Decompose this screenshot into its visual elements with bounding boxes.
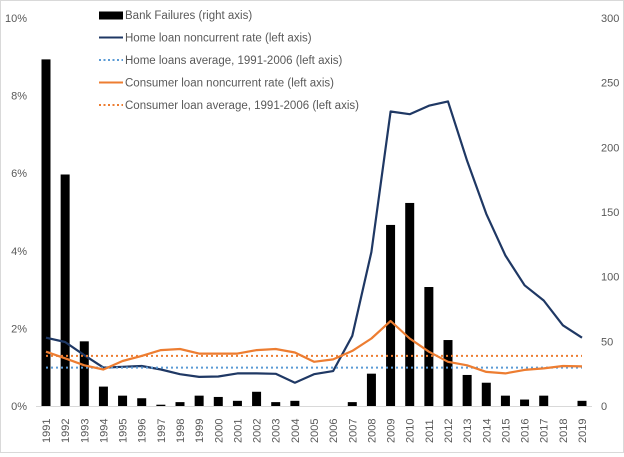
x-tick-label: 2000 [213,419,225,443]
x-tick-label: 2011 [424,419,436,443]
legend-label: Home loan noncurrent rate (left axis) [125,33,312,45]
legend-item-4: Consumer loan average, 1991-2006 (left a… [99,100,359,112]
left-tick-label: 6% [11,168,27,180]
x-tick-label: 2013 [462,419,474,443]
left-tick-label: 4% [11,246,27,258]
left-tick-label: 8% [11,91,27,103]
right-tick-label: 250 [601,78,619,90]
bar-2009 [386,224,396,406]
bar-1997 [156,404,166,406]
legend-item-3: Consumer loan noncurrent rate (left axis… [99,78,334,90]
right-tick-label: 100 [601,272,619,284]
x-tick-label: 2015 [500,419,512,443]
x-tick-label: 1994 [98,419,110,443]
right-tick-label: 50 [601,336,613,348]
bar-2019 [577,400,587,406]
x-tick-label: 1993 [79,419,91,443]
left-tick-label: 0% [11,401,27,413]
x-tick-label: 2018 [558,419,570,443]
right-tick-label: 200 [601,142,619,154]
x-tick-label: 2008 [366,419,378,443]
x-tick-label: 1996 [137,419,149,443]
x-tick-label: 1997 [156,419,168,443]
legend-item-0: Bank Failures (right axis) [99,10,252,22]
x-tick-label: 1991 [41,419,53,443]
bar-1998 [175,402,185,406]
bar-2004 [290,400,300,406]
left-tick-label: 10% [5,13,27,25]
bar-2016 [520,399,530,406]
legend-swatch-bar [99,11,123,20]
bar-1999 [194,395,204,406]
bar-2003 [271,402,281,406]
legend-label: Consumer loan average, 1991-2006 (left a… [125,100,359,112]
right-tick-label: 150 [601,207,619,219]
bar-2010 [405,202,415,406]
bar-2007 [347,402,357,406]
right-tick-label: 0 [601,401,607,413]
bar-2008 [366,373,376,406]
bar-2017 [539,395,549,406]
x-tick-label: 2006 [328,419,340,443]
bar-2013 [462,374,472,406]
legend-item-2: Home loans average, 1991-2006 (left axis… [99,55,343,67]
x-tick-label: 2017 [539,419,551,443]
bar-2001 [232,400,242,406]
bar-1996 [137,398,147,406]
bar-1992 [60,174,70,406]
x-tick-label: 2012 [443,419,455,443]
bar-2011 [424,287,434,406]
series-line-3 [45,319,583,375]
legend-label: Consumer loan noncurrent rate (left axis… [125,78,334,90]
x-tick-label: 2010 [405,419,417,443]
bar-2002 [252,391,262,406]
lines-layer [45,100,583,384]
x-tick-label: 2009 [386,419,398,443]
x-tick-label: 2019 [577,419,589,443]
legend-label: Bank Failures (right axis) [125,10,252,22]
bar-1994 [98,386,108,406]
x-tick-label: 2005 [309,419,321,443]
legend: Bank Failures (right axis) Home loan nonc… [99,10,359,112]
x-tick-label: 2001 [232,419,244,443]
x-tick-label: 2002 [252,419,264,443]
bar-2014 [481,382,491,406]
x-tick-label: 1999 [194,419,206,443]
bar-1991 [41,59,51,407]
series-line-1 [45,100,583,384]
bar-1995 [118,395,128,406]
bar-2000 [213,396,223,406]
bar-1993 [79,341,89,406]
x-tick-label: 2003 [271,419,283,443]
x-tick-label: 2007 [347,419,359,443]
left-tick-label: 2% [11,323,27,335]
bar-2012 [443,340,453,406]
x-tick-label: 2014 [481,419,493,443]
x-tick-label: 2016 [520,419,532,443]
x-tick-label: 2004 [290,419,302,443]
x-tick-label: 1995 [118,419,130,443]
bar-2015 [500,395,510,406]
right-tick-label: 300 [601,13,619,25]
legend-item-1: Home loan noncurrent rate (left axis) [99,33,312,45]
x-tick-label: 1992 [60,419,72,443]
legend-label: Home loans average, 1991-2006 (left axis… [125,55,343,67]
bars-layer [41,59,587,407]
axes-layer: 1991 1992 1993 1994 1995 1996 1997 1998 1999 2000… [5,13,619,443]
x-tick-label: 1998 [175,419,187,443]
